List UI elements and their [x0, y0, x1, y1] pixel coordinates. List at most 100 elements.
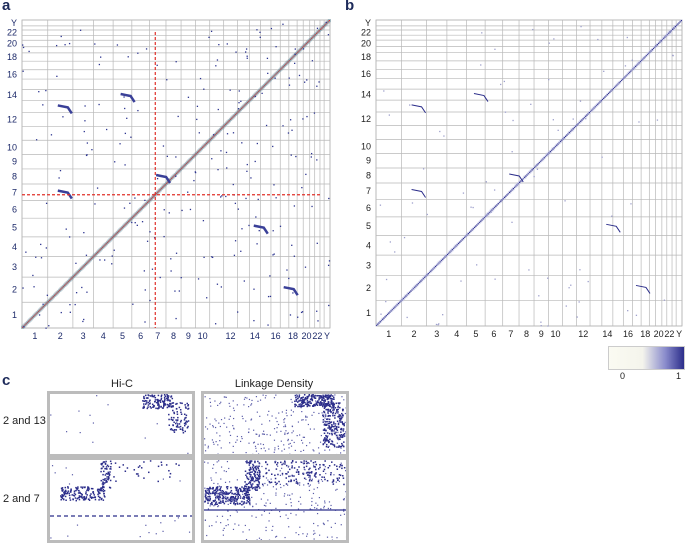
- contact-point: [261, 92, 263, 95]
- contact-point: [327, 401, 330, 404]
- contact-point: [243, 280, 245, 282]
- contact-point: [340, 428, 342, 431]
- background-point: [343, 498, 345, 500]
- background-point: [236, 491, 238, 493]
- contact-point: [327, 466, 330, 469]
- contact-point: [248, 496, 250, 499]
- background-point: [207, 447, 209, 449]
- contact-point: [288, 468, 291, 471]
- contact-point: [83, 231, 85, 234]
- contact-point: [109, 487, 112, 489]
- contact-point: [306, 405, 309, 408]
- contact-point: [42, 303, 44, 305]
- contact-point: [175, 425, 178, 428]
- contact-point: [250, 460, 253, 462]
- background-point: [282, 462, 284, 464]
- contact-point: [245, 483, 247, 486]
- background-point: [253, 487, 255, 489]
- background-point: [275, 535, 278, 537]
- contact-point: [255, 216, 257, 218]
- contact-point: [328, 420, 330, 423]
- contact-point: [164, 403, 166, 405]
- contact-point: [342, 428, 345, 430]
- contact-point: [241, 490, 244, 493]
- contact-point: [246, 57, 248, 59]
- contact-point: [184, 404, 186, 406]
- contact-point: [160, 406, 162, 408]
- contact-point: [314, 473, 317, 475]
- contact-point: [337, 426, 340, 428]
- contact-point: [73, 492, 76, 494]
- background-point: [107, 404, 109, 406]
- contact-point: [338, 445, 340, 447]
- background-point: [228, 481, 231, 483]
- contact-point: [257, 485, 260, 488]
- contact-point: [333, 414, 336, 417]
- background-point: [292, 430, 294, 432]
- contact-point: [324, 439, 327, 441]
- contact-point: [157, 400, 159, 402]
- background-point: [305, 415, 307, 417]
- contact-point: [153, 405, 156, 407]
- background-point: [280, 430, 282, 432]
- contact-point: [327, 415, 329, 417]
- contact-point: [480, 64, 482, 66]
- contact-point: [285, 464, 288, 467]
- background-point: [177, 517, 180, 519]
- background-point: [303, 468, 305, 470]
- background-point: [331, 536, 333, 538]
- background-point: [215, 472, 217, 474]
- background-point: [306, 535, 308, 537]
- background-point: [245, 538, 248, 540]
- background-point: [65, 467, 67, 469]
- contact-point: [157, 400, 160, 402]
- contact-point: [102, 473, 104, 476]
- contact-point: [663, 299, 666, 301]
- contact-point: [297, 397, 299, 400]
- contact-point: [241, 503, 243, 506]
- contact-point: [158, 403, 160, 406]
- contact-point: [82, 499, 85, 501]
- contact-point: [332, 483, 335, 485]
- contact-point: [173, 421, 175, 423]
- contact-point: [86, 291, 88, 293]
- contact-point: [78, 498, 81, 501]
- contact-point: [291, 460, 294, 463]
- background-point: [223, 422, 225, 425]
- contact-point: [246, 477, 249, 480]
- contact-point: [339, 417, 342, 419]
- background-point: [334, 423, 336, 425]
- contact-point: [64, 492, 67, 495]
- contact-point: [213, 500, 215, 503]
- contact-point: [148, 471, 150, 474]
- contact-point: [104, 478, 106, 480]
- contact-point: [162, 145, 165, 147]
- contact-point: [307, 461, 309, 464]
- contact-point: [239, 490, 242, 492]
- background-point: [311, 500, 313, 503]
- background-point: [284, 433, 286, 436]
- contact-point: [243, 492, 246, 495]
- contact-point: [102, 482, 104, 484]
- contact-point: [108, 486, 111, 489]
- contact-point: [106, 478, 108, 480]
- diagonal-block: [651, 49, 653, 51]
- contact-point: [148, 400, 151, 402]
- contact-point: [322, 429, 325, 431]
- contact-point: [67, 487, 69, 489]
- contact-point: [183, 413, 186, 416]
- background-point: [340, 524, 342, 526]
- background-point: [51, 465, 54, 467]
- background-point: [265, 526, 267, 528]
- contact-point: [79, 492, 81, 494]
- contact-point: [246, 170, 248, 172]
- background-point: [209, 423, 211, 425]
- background-point: [290, 445, 293, 447]
- diagonal-block: [622, 78, 624, 80]
- background-point: [296, 435, 298, 437]
- contact-point: [335, 428, 338, 431]
- contact-point: [336, 409, 338, 411]
- background-point: [210, 479, 213, 481]
- background-point: [206, 417, 208, 419]
- contact-point: [108, 473, 110, 475]
